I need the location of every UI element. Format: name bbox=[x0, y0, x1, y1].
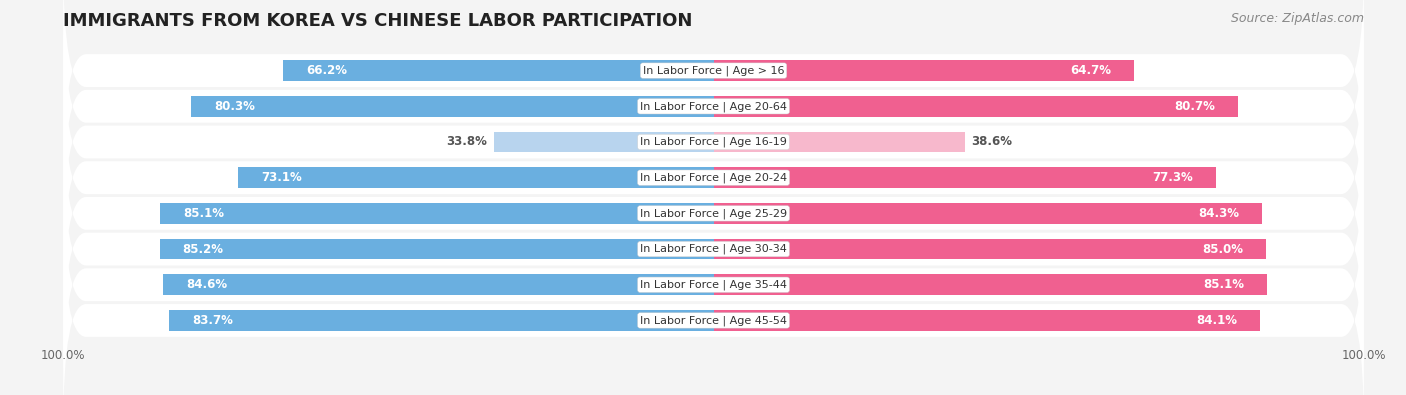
FancyBboxPatch shape bbox=[63, 212, 1364, 395]
Text: Source: ZipAtlas.com: Source: ZipAtlas.com bbox=[1230, 12, 1364, 25]
FancyBboxPatch shape bbox=[63, 141, 1364, 357]
Text: In Labor Force | Age > 16: In Labor Force | Age > 16 bbox=[643, 65, 785, 76]
FancyBboxPatch shape bbox=[63, 34, 1364, 250]
Bar bbox=[713, 132, 965, 152]
FancyBboxPatch shape bbox=[63, 176, 1364, 393]
Bar bbox=[283, 60, 713, 81]
Text: 85.0%: 85.0% bbox=[1202, 243, 1243, 256]
FancyBboxPatch shape bbox=[63, 0, 1364, 179]
Text: 64.7%: 64.7% bbox=[1070, 64, 1112, 77]
Text: 84.1%: 84.1% bbox=[1197, 314, 1237, 327]
Bar bbox=[713, 275, 1267, 295]
Text: In Labor Force | Age 35-44: In Labor Force | Age 35-44 bbox=[640, 280, 787, 290]
FancyBboxPatch shape bbox=[63, 0, 1364, 215]
Bar bbox=[494, 132, 713, 152]
Text: 33.8%: 33.8% bbox=[446, 135, 488, 149]
Bar bbox=[191, 96, 713, 117]
Bar bbox=[238, 167, 713, 188]
Text: In Labor Force | Age 45-54: In Labor Force | Age 45-54 bbox=[640, 315, 787, 326]
Text: IMMIGRANTS FROM KOREA VS CHINESE LABOR PARTICIPATION: IMMIGRANTS FROM KOREA VS CHINESE LABOR P… bbox=[63, 12, 693, 30]
FancyBboxPatch shape bbox=[63, 105, 1364, 322]
Text: In Labor Force | Age 20-64: In Labor Force | Age 20-64 bbox=[640, 101, 787, 111]
Bar bbox=[159, 239, 713, 260]
Bar bbox=[169, 310, 713, 331]
Bar bbox=[713, 96, 1239, 117]
Text: 83.7%: 83.7% bbox=[193, 314, 233, 327]
Text: 84.3%: 84.3% bbox=[1198, 207, 1239, 220]
Bar bbox=[163, 275, 713, 295]
Text: In Labor Force | Age 25-29: In Labor Force | Age 25-29 bbox=[640, 208, 787, 218]
Text: 73.1%: 73.1% bbox=[262, 171, 302, 184]
Text: 80.7%: 80.7% bbox=[1174, 100, 1216, 113]
Bar bbox=[713, 239, 1267, 260]
Text: 85.1%: 85.1% bbox=[1204, 278, 1244, 291]
Text: 38.6%: 38.6% bbox=[972, 135, 1012, 149]
Text: 66.2%: 66.2% bbox=[307, 64, 347, 77]
FancyBboxPatch shape bbox=[63, 69, 1364, 286]
Text: 85.1%: 85.1% bbox=[183, 207, 224, 220]
Text: 85.2%: 85.2% bbox=[183, 243, 224, 256]
Bar bbox=[713, 60, 1135, 81]
Bar bbox=[160, 203, 713, 224]
Bar bbox=[713, 167, 1216, 188]
Text: 77.3%: 77.3% bbox=[1153, 171, 1194, 184]
Bar bbox=[713, 310, 1260, 331]
Text: In Labor Force | Age 16-19: In Labor Force | Age 16-19 bbox=[640, 137, 787, 147]
Text: 80.3%: 80.3% bbox=[214, 100, 254, 113]
Text: In Labor Force | Age 20-24: In Labor Force | Age 20-24 bbox=[640, 173, 787, 183]
Bar bbox=[713, 203, 1261, 224]
Text: In Labor Force | Age 30-34: In Labor Force | Age 30-34 bbox=[640, 244, 787, 254]
Text: 84.6%: 84.6% bbox=[186, 278, 228, 291]
